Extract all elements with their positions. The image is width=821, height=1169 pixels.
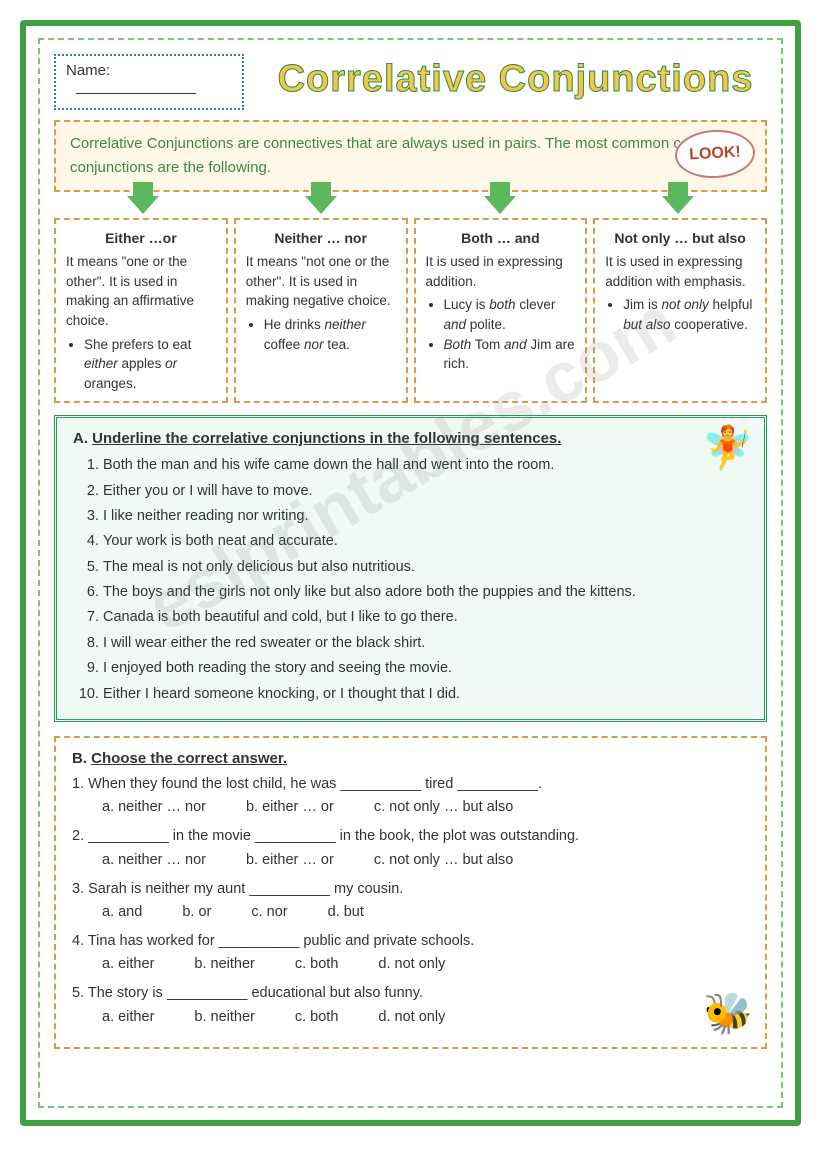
arrow-down-icon	[484, 196, 516, 214]
example-item: Jim is not only helpful but also coopera…	[623, 295, 755, 334]
column-examples: She prefers to eat either apples or oran…	[66, 335, 216, 394]
question-prompt: 3. Sarah is neither my aunt __________ m…	[72, 878, 749, 901]
exercise-a-title: A. Underline the correlative conjunction…	[73, 430, 748, 447]
exercise-b-label: B.	[72, 750, 87, 767]
exercise-a-list: Both the man and his wife came down the …	[73, 453, 748, 707]
arrows-row	[54, 196, 767, 214]
answer-option[interactable]: d. not only	[378, 1006, 445, 1029]
answer-option[interactable]: a. either	[102, 1006, 154, 1029]
exercise-a-label: A.	[73, 430, 88, 447]
answer-option[interactable]: b. neither	[194, 1006, 254, 1029]
answer-option[interactable]: c. not only … but also	[374, 796, 513, 819]
exercise-a-item: The boys and the girls not only like but…	[103, 580, 748, 605]
column-title: Both … and	[426, 228, 576, 248]
example-item: He drinks neither coffee nor tea.	[264, 315, 396, 354]
answer-option[interactable]: b. either … or	[246, 796, 334, 819]
exercise-a-item: Your work is both neat and accurate.	[103, 529, 748, 554]
exercise-b-question: 3. Sarah is neither my aunt __________ m…	[72, 878, 749, 924]
exercise-b-question: 1. When they found the lost child, he wa…	[72, 773, 749, 819]
question-prompt: 2. __________ in the movie __________ in…	[72, 825, 749, 848]
name-input-line[interactable]	[76, 93, 196, 94]
conjunction-column: Not only … but also It is used in express…	[593, 218, 767, 403]
question-options: a. neither … nor b. either … or c. not onl…	[72, 849, 749, 872]
intro-box: Correlative Conjunctions are connectives…	[54, 120, 767, 192]
answer-option[interactable]: b. neither	[194, 953, 254, 976]
answer-option[interactable]: b. either … or	[246, 849, 334, 872]
exercise-b-question: 4. Tina has worked for __________ public…	[72, 930, 749, 976]
exercise-a-item: Either I heard someone knocking, or I th…	[103, 682, 748, 707]
exercise-a-box: 🧚 A. Underline the correlative conjuncti…	[54, 415, 767, 722]
conjunction-column: Neither … nor It means "not one or the ot…	[234, 218, 408, 403]
exercise-b-list: 1. When they found the lost child, he wa…	[72, 773, 749, 1029]
answer-option[interactable]: c. nor	[251, 901, 287, 924]
exercise-a-item: I will wear either the red sweater or th…	[103, 631, 748, 656]
exercise-b-question: 5. The story is __________ educational b…	[72, 982, 749, 1028]
answer-option[interactable]: b. or	[182, 901, 211, 924]
header-row: Name: Correlative Conjunctions	[54, 54, 767, 110]
column-description: It is used in expressing addition with e…	[605, 252, 755, 291]
question-prompt: 4. Tina has worked for __________ public…	[72, 930, 749, 953]
answer-option[interactable]: c. both	[295, 953, 339, 976]
column-description: It means "one or the other". It is used …	[66, 252, 216, 330]
worksheet-outer-border: Name: Correlative Conjunctions Correlati…	[20, 20, 801, 1126]
name-label: Name:	[66, 62, 110, 79]
conjunction-columns: Either …or It means "one or the other". I…	[54, 218, 767, 403]
arrow-down-icon	[305, 196, 337, 214]
exercise-a-item: The meal is not only delicious but also …	[103, 555, 748, 580]
question-prompt: 5. The story is __________ educational b…	[72, 982, 749, 1005]
question-options: a. neither … nor b. either … or c. not onl…	[72, 796, 749, 819]
answer-option[interactable]: a. neither … nor	[102, 849, 206, 872]
answer-option[interactable]: d. but	[328, 901, 364, 924]
arrow-down-icon	[127, 196, 159, 214]
question-prompt: 1. When they found the lost child, he wa…	[72, 773, 749, 796]
exercise-a-item: Canada is both beautiful and cold, but I…	[103, 605, 748, 630]
column-title: Neither … nor	[246, 228, 396, 248]
exercise-a-item: Both the man and his wife came down the …	[103, 453, 748, 478]
question-options: a. either b. neither c. both d. not only	[72, 953, 749, 976]
column-description: It means "not one or the other". It is u…	[246, 252, 396, 311]
conjunction-column: Both … and It is used in expressing addit…	[414, 218, 588, 403]
exercise-b-box: B. Choose the correct answer. 1. When th…	[54, 736, 767, 1049]
question-options: a. and b. or c. nor d. but	[72, 901, 749, 924]
answer-option[interactable]: d. not only	[378, 953, 445, 976]
question-options: a. either b. neither c. both d. not only	[72, 1006, 749, 1029]
exercise-b-instruction: Choose the correct answer.	[91, 750, 287, 767]
exercise-a-instruction: Underline the correlative conjunctions i…	[92, 430, 561, 447]
example-item: Both Tom and Jim are rich.	[444, 335, 576, 374]
name-box: Name:	[54, 54, 244, 110]
fairy-icon: 🧚	[702, 424, 754, 473]
exercise-a-item: I enjoyed both reading the story and see…	[103, 656, 748, 681]
worksheet-title: Correlative Conjunctions	[264, 54, 767, 101]
column-examples: He drinks neither coffee nor tea.	[246, 315, 396, 354]
conjunction-column: Either …or It means "one or the other". I…	[54, 218, 228, 403]
answer-option[interactable]: c. not only … but also	[374, 849, 513, 872]
column-description: It is used in expressing addition.	[426, 252, 576, 291]
answer-option[interactable]: a. and	[102, 901, 142, 924]
exercise-b-question: 2. __________ in the movie __________ in…	[72, 825, 749, 871]
answer-option[interactable]: c. both	[295, 1006, 339, 1029]
arrow-down-icon	[662, 196, 694, 214]
answer-option[interactable]: a. neither … nor	[102, 796, 206, 819]
column-examples: Lucy is both clever and polite.Both Tom …	[426, 295, 576, 373]
column-title: Either …or	[66, 228, 216, 248]
column-examples: Jim is not only helpful but also coopera…	[605, 295, 755, 334]
bee-icon: 🐝	[703, 990, 753, 1037]
column-title: Not only … but also	[605, 228, 755, 248]
exercise-a-item: I like neither reading nor writing.	[103, 504, 748, 529]
exercise-a-item: Either you or I will have to move.	[103, 479, 748, 504]
example-item: She prefers to eat either apples or oran…	[84, 335, 216, 394]
intro-text: Correlative Conjunctions are connectives…	[70, 135, 743, 176]
example-item: Lucy is both clever and polite.	[444, 295, 576, 334]
worksheet-inner-border: Name: Correlative Conjunctions Correlati…	[38, 38, 783, 1108]
exercise-b-title: B. Choose the correct answer.	[72, 750, 749, 767]
answer-option[interactable]: a. either	[102, 953, 154, 976]
